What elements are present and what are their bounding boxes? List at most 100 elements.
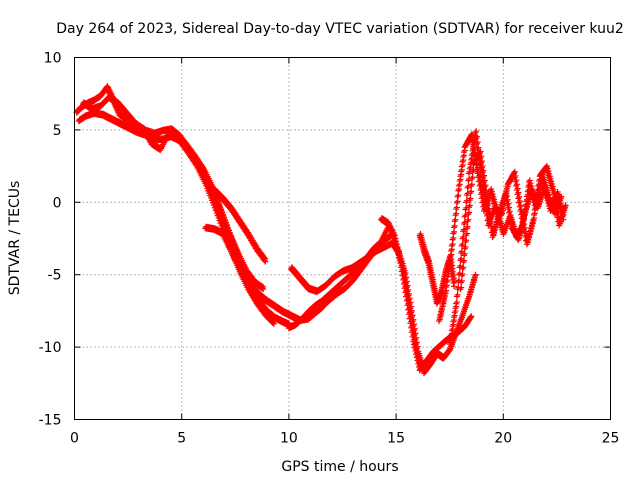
- data-point: [515, 189, 522, 196]
- data-point: [512, 172, 519, 179]
- data-point: [403, 274, 410, 281]
- data-point: [402, 270, 409, 277]
- data-point: [516, 198, 523, 205]
- data-point: [522, 228, 529, 235]
- data-point: [508, 219, 515, 226]
- data-point: [467, 195, 474, 202]
- data-point: [554, 209, 561, 216]
- data-point: [473, 133, 480, 140]
- data-point: [481, 172, 488, 179]
- data-point: [468, 313, 475, 320]
- data-point: [270, 320, 277, 327]
- x-tick-label: 15: [387, 431, 405, 447]
- data-point: [473, 128, 480, 135]
- data-point: [462, 244, 469, 251]
- data-point: [505, 200, 512, 207]
- data-point: [513, 181, 520, 188]
- data-point: [461, 219, 468, 226]
- data-point: [458, 277, 465, 284]
- data-point: [486, 209, 493, 216]
- data-point: [508, 216, 515, 223]
- y-tick-label: 0: [53, 195, 62, 211]
- data-point: [405, 286, 412, 293]
- data-point: [406, 295, 413, 302]
- y-tick-label: -5: [48, 268, 62, 284]
- data-point: [477, 148, 484, 155]
- data-point: [462, 212, 469, 219]
- x-tick-label: 10: [280, 431, 298, 447]
- chart-title: Day 264 of 2023, Sidereal Day-to-day VTE…: [56, 21, 624, 37]
- y-tick-label: -15: [39, 413, 62, 429]
- data-point: [478, 153, 485, 160]
- data-point: [485, 200, 492, 207]
- data-point: [461, 257, 468, 264]
- data-point: [486, 205, 493, 212]
- data-point: [454, 291, 461, 298]
- x-axis-label: GPS time / hours: [281, 459, 398, 475]
- data-point: [463, 197, 470, 204]
- data-point: [407, 299, 414, 306]
- data-point: [480, 167, 487, 174]
- data-point: [461, 226, 468, 233]
- data-point: [484, 196, 491, 203]
- data-point: [453, 299, 460, 306]
- data-point: [479, 162, 486, 169]
- y-tick-label: -10: [39, 340, 62, 356]
- data-point: [408, 303, 415, 310]
- data-point: [483, 191, 490, 198]
- x-tick-label: 5: [177, 431, 186, 447]
- data-point: [482, 182, 489, 189]
- y-tick-label: 10: [44, 51, 62, 67]
- data-point: [514, 185, 521, 192]
- data-point: [465, 216, 472, 223]
- x-tick-label: 20: [494, 431, 512, 447]
- data-point: [487, 214, 494, 221]
- data-point: [463, 204, 470, 211]
- data-point: [483, 187, 490, 194]
- data-point: [414, 343, 421, 350]
- data-point: [466, 202, 473, 209]
- data-points: [73, 83, 569, 377]
- data-point: [516, 193, 523, 200]
- data-point: [513, 177, 520, 184]
- data-point: [468, 181, 475, 188]
- data-point: [518, 206, 525, 213]
- y-axis-label: SDTVAR / TECUs: [7, 181, 23, 296]
- data-point: [466, 209, 473, 216]
- data-point: [562, 202, 569, 209]
- data-point: [511, 168, 518, 175]
- data-point: [504, 196, 511, 203]
- data-point: [410, 316, 417, 323]
- data-point: [403, 278, 410, 285]
- data-point: [470, 167, 477, 174]
- data-point: [507, 212, 514, 219]
- data-point: [411, 321, 418, 328]
- data-point: [472, 271, 479, 278]
- data-point: [560, 216, 567, 223]
- data-point: [469, 174, 476, 181]
- data-point: [450, 283, 457, 290]
- data-point: [503, 189, 510, 196]
- data-point: [461, 250, 468, 257]
- data-point: [468, 131, 475, 138]
- plot-frame: [74, 57, 611, 420]
- data-point: [412, 330, 419, 337]
- data-point: [506, 208, 513, 215]
- data-point: [481, 177, 488, 184]
- data-point: [463, 237, 470, 244]
- data-point: [488, 218, 495, 225]
- data-point: [458, 284, 465, 291]
- x-tick-label: 0: [70, 431, 79, 447]
- data-point: [550, 186, 557, 193]
- data-point: [464, 223, 471, 230]
- data-point: [506, 204, 513, 211]
- data-point: [406, 291, 413, 298]
- data-point: [411, 325, 418, 332]
- data-point: [408, 307, 415, 314]
- data-point: [463, 230, 470, 237]
- data-point: [404, 282, 411, 289]
- data-point: [460, 264, 467, 271]
- data-point: [474, 139, 481, 146]
- data-point: [478, 158, 485, 165]
